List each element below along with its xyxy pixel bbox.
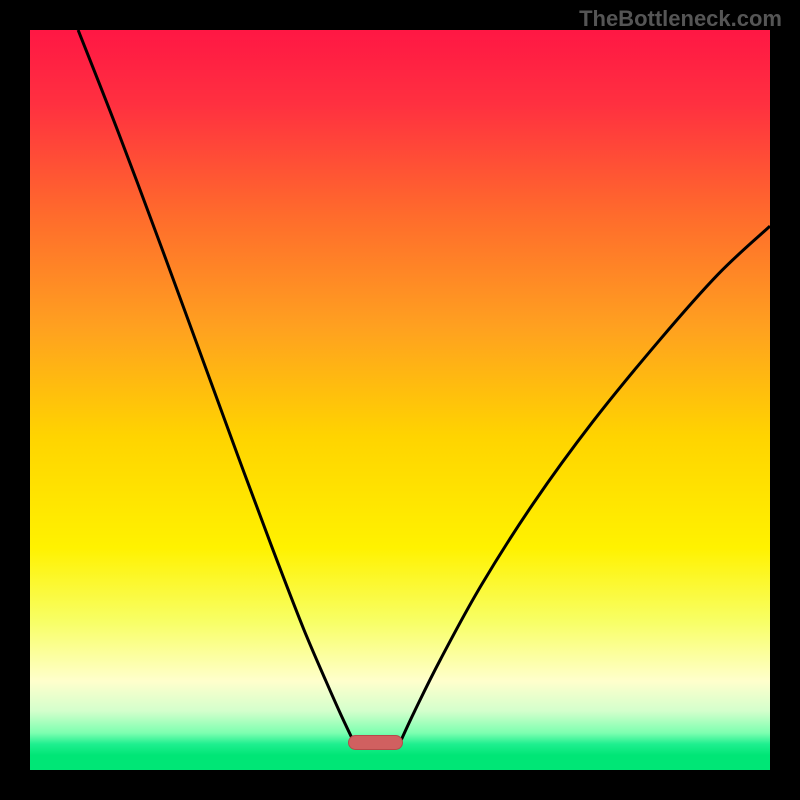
plot-area [30, 30, 770, 770]
right-curve [400, 226, 770, 743]
watermark-text: TheBottleneck.com [579, 6, 782, 32]
curve-layer [30, 30, 770, 770]
left-curve [78, 30, 354, 743]
minimum-marker [348, 735, 404, 750]
